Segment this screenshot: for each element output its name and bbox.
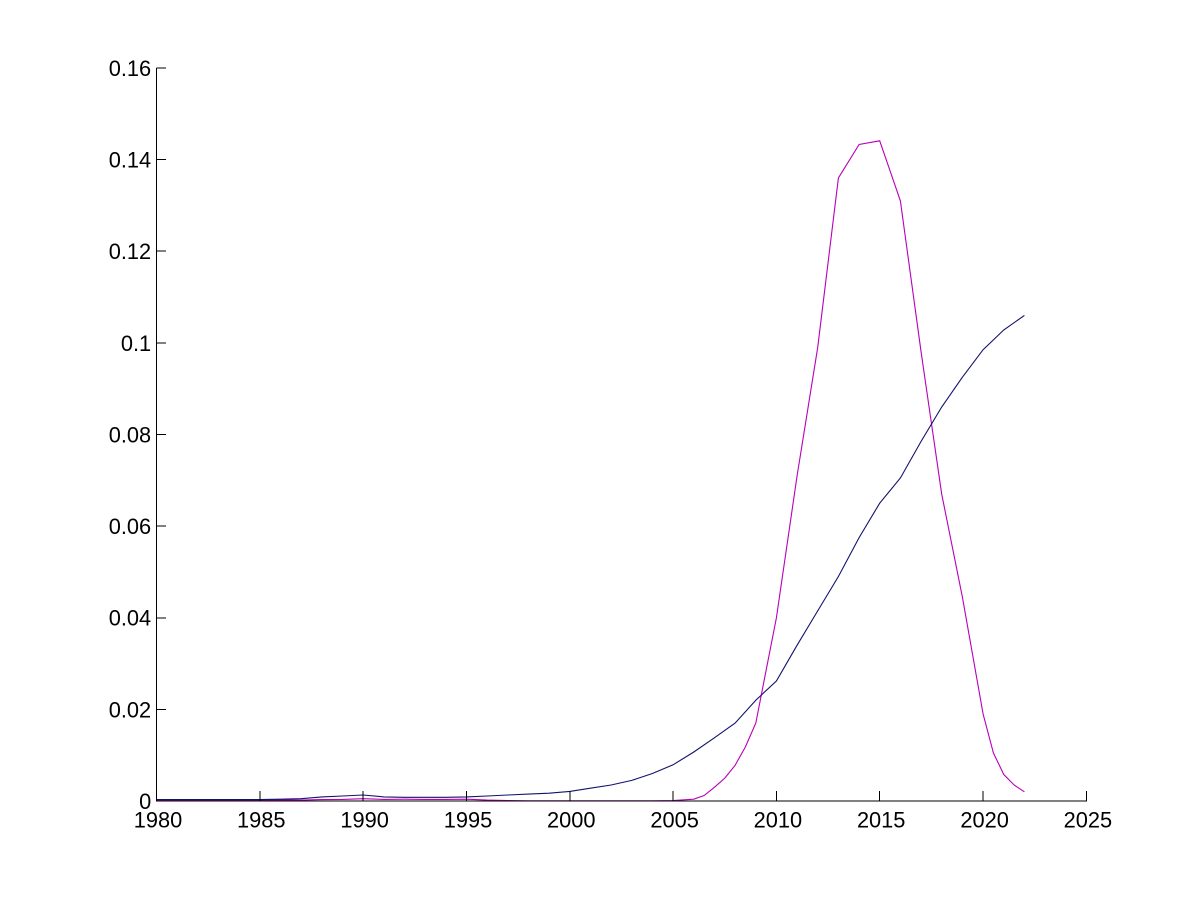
svg-text:2015: 2015 — [857, 808, 906, 833]
svg-text:2005: 2005 — [650, 808, 699, 833]
svg-text:0.12: 0.12 — [109, 239, 151, 264]
svg-text:0.06: 0.06 — [109, 514, 151, 539]
svg-text:2000: 2000 — [547, 808, 596, 833]
svg-text:0: 0 — [139, 789, 151, 814]
svg-text:0.16: 0.16 — [109, 56, 151, 81]
svg-text:1980: 1980 — [134, 808, 183, 833]
svg-text:0.14: 0.14 — [109, 148, 151, 173]
svg-text:2020: 2020 — [960, 808, 1009, 833]
svg-text:1990: 1990 — [340, 808, 389, 833]
svg-text:2010: 2010 — [754, 808, 803, 833]
svg-text:0.08: 0.08 — [109, 422, 151, 447]
svg-text:1995: 1995 — [444, 808, 493, 833]
svg-text:0.04: 0.04 — [109, 606, 151, 631]
svg-text:1985: 1985 — [237, 808, 286, 833]
svg-text:2025: 2025 — [1064, 808, 1113, 833]
svg-text:0.02: 0.02 — [109, 697, 151, 722]
svg-text:0.1: 0.1 — [121, 331, 151, 356]
